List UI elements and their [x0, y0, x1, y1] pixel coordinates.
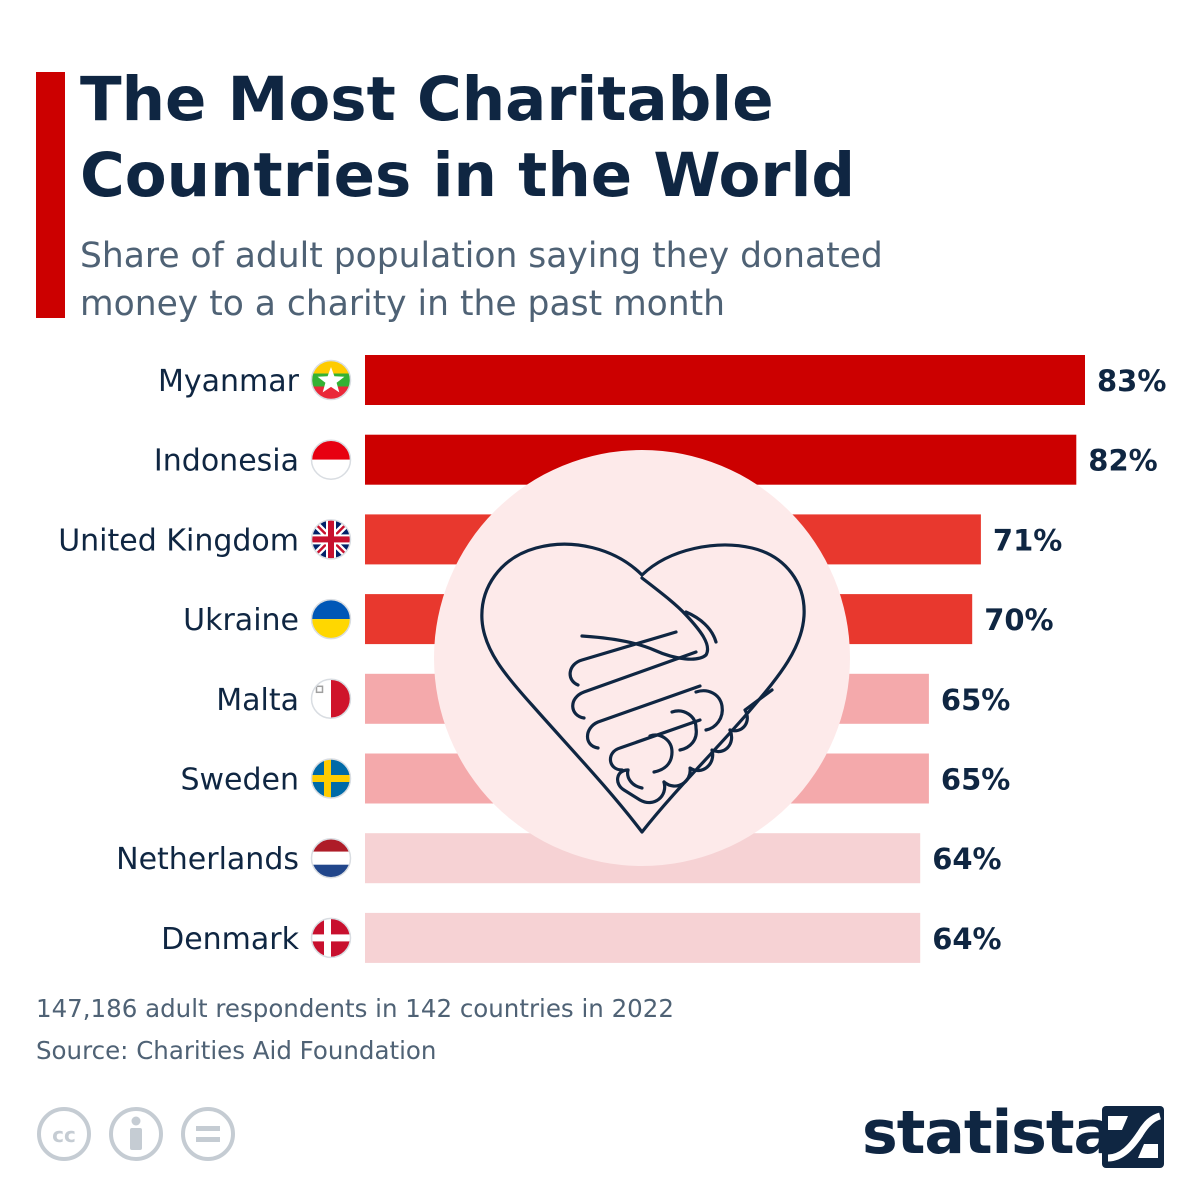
statista-logo[interactable]: statista	[862, 1096, 1166, 1170]
value-label-malta: 65%	[941, 683, 1010, 717]
accent-bar	[36, 72, 65, 318]
country-label-ukraine: Ukraine	[183, 603, 299, 638]
myanmar-flag-icon	[310, 359, 352, 401]
bar-denmark	[365, 912, 921, 963]
source-note: Source: Charities Aid Foundation	[36, 1036, 437, 1065]
subtitle-line-2: money to a charity in the past month	[80, 284, 726, 324]
value-label-indonesia: 82%	[1088, 444, 1157, 478]
no-derivatives-icon[interactable]	[181, 1107, 235, 1161]
country-label-indonesia: Indonesia	[154, 444, 299, 479]
united-kingdom-flag-icon	[310, 519, 352, 560]
value-label-sweden: 65%	[941, 763, 1010, 797]
indonesia-flag-icon	[310, 439, 352, 480]
bar-myanmar	[365, 355, 1085, 405]
statista-wordmark: statista	[862, 1098, 1114, 1168]
handshake-heart-illustration	[434, 450, 850, 866]
illustration-circle	[434, 450, 850, 866]
svg-text:cc: cc	[52, 1123, 76, 1147]
sweden-flag-icon	[310, 758, 352, 799]
country-label-malta: Malta	[216, 683, 299, 718]
country-label-sweden: Sweden	[180, 763, 299, 798]
malta-flag-icon	[310, 678, 352, 720]
value-label-netherlands: 64%	[932, 842, 1001, 876]
country-label-denmark: Denmark	[161, 922, 300, 957]
ukraine-flag-icon	[310, 598, 352, 640]
page-subtitle: Share of adult population saying they do…	[80, 232, 1160, 328]
title-line-1: The Most Charitable	[80, 64, 774, 135]
cc-icon[interactable]: cc	[37, 1107, 91, 1161]
country-label-myanmar: Myanmar	[158, 364, 300, 399]
value-label-ukraine: 70%	[984, 603, 1053, 637]
value-label-denmark: 64%	[932, 922, 1001, 956]
handshake-heart-icon	[480, 542, 806, 834]
title-line-2: Countries in the World	[80, 140, 856, 211]
denmark-flag-icon	[310, 917, 352, 959]
respondents-note: 147,186 adult respondents in 142 countri…	[36, 994, 674, 1023]
country-label-netherlands: Netherlands	[116, 842, 299, 877]
page-title: The Most Charitable Countries in the Wor…	[80, 62, 1160, 214]
value-label-myanmar: 83%	[1097, 364, 1166, 398]
statista-logo-icon	[1102, 1106, 1164, 1168]
country-label-united-kingdom: United Kingdom	[58, 523, 299, 558]
value-label-united-kingdom: 71%	[993, 523, 1062, 557]
attribution-icon[interactable]	[109, 1107, 163, 1161]
subtitle-line-1: Share of adult population saying they do…	[80, 236, 883, 276]
license-icons: cc	[36, 1106, 246, 1166]
netherlands-flag-icon	[310, 837, 352, 879]
